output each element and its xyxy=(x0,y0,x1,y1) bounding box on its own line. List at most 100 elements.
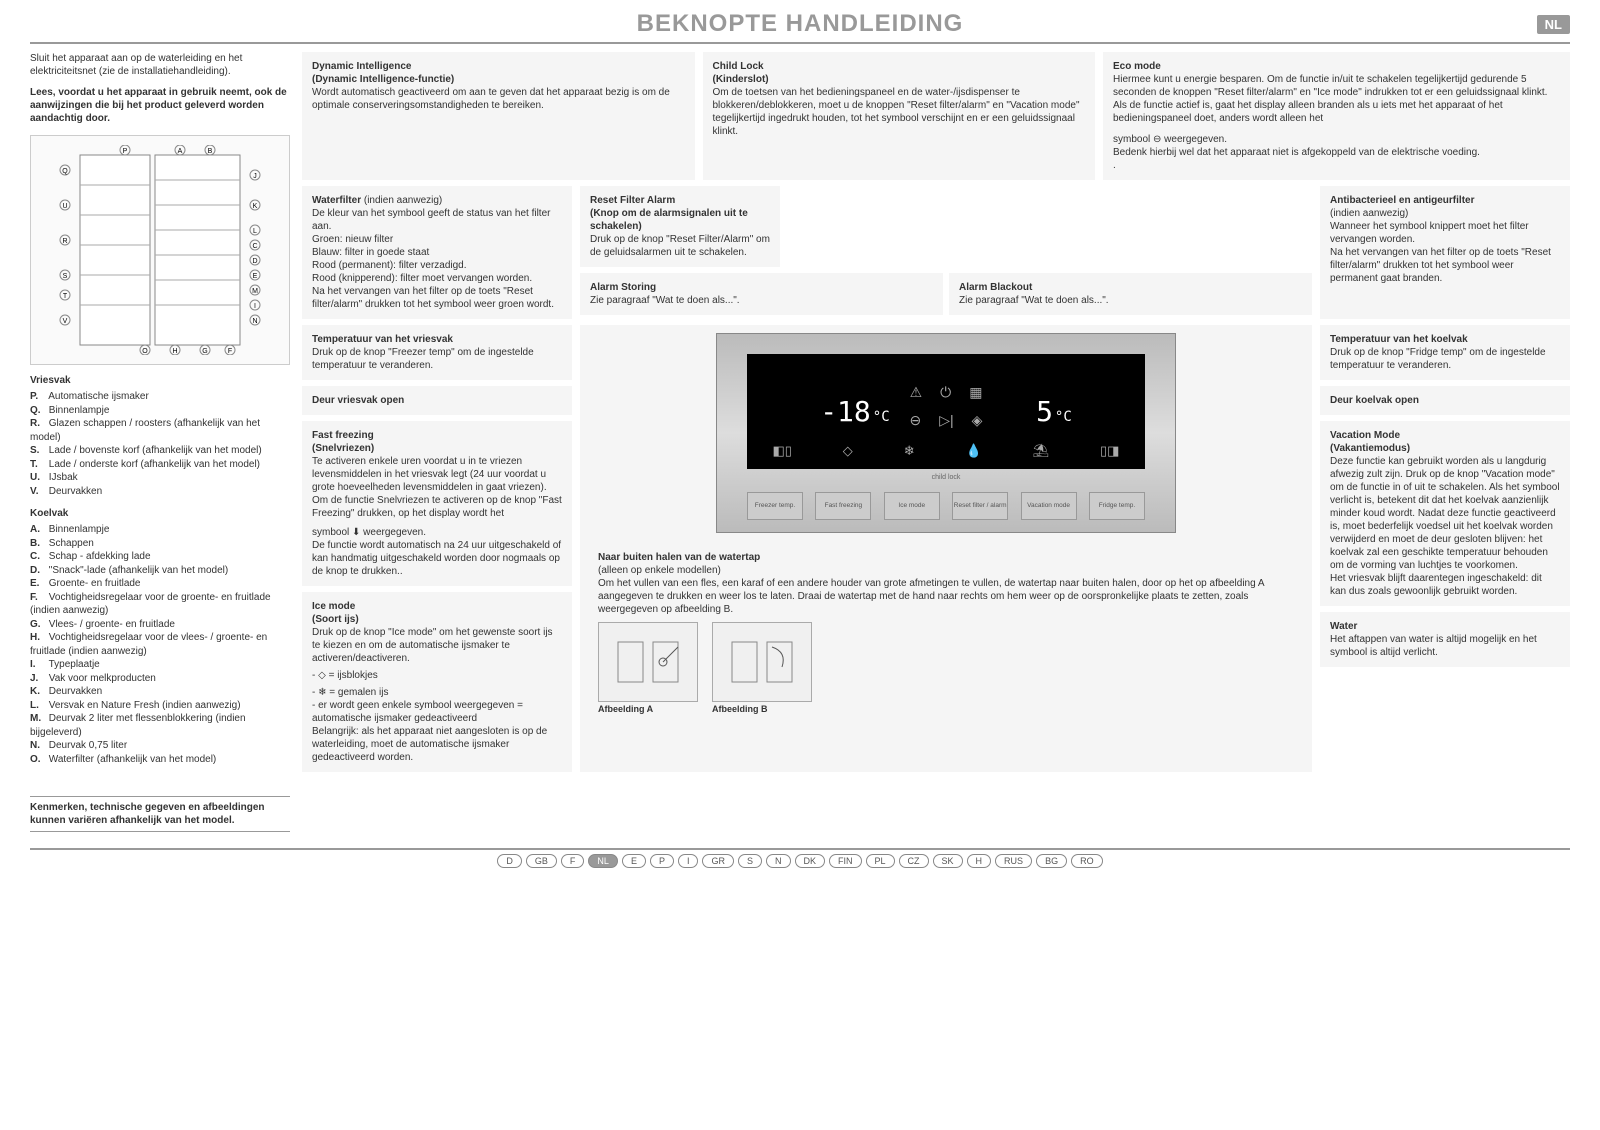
box-note: (indien aanwezig) xyxy=(1330,207,1560,220)
temp-unit: °C xyxy=(873,409,890,425)
box-body: Zie paragraaf "Wat te doen als...". xyxy=(959,294,1302,307)
legend-item: R. Glazen schappen / roosters (afhankeli… xyxy=(30,417,290,444)
svg-text:I: I xyxy=(254,303,256,310)
watertap-image-b xyxy=(712,622,812,702)
watertap-image-a xyxy=(598,622,698,702)
temp-unit: °C xyxy=(1055,409,1072,425)
lang-pill-e: E xyxy=(622,854,646,868)
vacation-icon: ⛱ xyxy=(1033,443,1050,459)
power-icon: ⏻ xyxy=(940,384,951,401)
svg-text:Q: Q xyxy=(62,168,68,175)
panel-button[interactable]: Ice mode xyxy=(884,492,940,520)
box-antibac: Antibacterieel en antigeurfilter (indien… xyxy=(1320,186,1570,319)
svg-text:O: O xyxy=(142,348,148,355)
svg-text:V: V xyxy=(63,318,68,325)
box-title: Alarm Blackout xyxy=(959,281,1302,294)
panel-button[interactable]: Fridge temp. xyxy=(1089,492,1145,520)
box-title: Alarm Storing xyxy=(590,281,933,294)
svg-text:D: D xyxy=(252,258,257,265)
box-alarm-storing: Alarm Storing Zie paragraaf "Wat te doen… xyxy=(580,273,943,315)
box-body: symbool ⊖ weergegeven. xyxy=(1113,133,1560,146)
box-title: Deur vriesvak open xyxy=(312,394,562,407)
box-body: Om de toetsen van het bedieningspaneel e… xyxy=(713,86,1086,138)
eco-icon: ⊖ xyxy=(910,412,922,429)
legend-vriesvak-title: Vriesvak xyxy=(30,375,290,386)
svg-text:N: N xyxy=(252,318,257,325)
svg-text:B: B xyxy=(208,148,213,155)
box-child-lock: Child Lock (Kinderslot) Om de toetsen va… xyxy=(703,52,1096,180)
child-lock-label: child lock xyxy=(932,474,961,481)
lang-pill-cz: CZ xyxy=(899,854,929,868)
box-eco-mode: Eco mode Hiermee kunt u energie besparen… xyxy=(1103,52,1570,180)
box-title: Fast freezing xyxy=(312,429,562,442)
panel-button[interactable]: Fast freezing xyxy=(815,492,871,520)
box-title: Ice mode xyxy=(312,600,562,613)
legend-item: L. Versvak en Nature Fresh (indien aanwe… xyxy=(30,699,290,713)
box-title: Antibacterieel en antigeurfilter xyxy=(1330,194,1560,207)
fridge-icon: Q U R S T V P A B J K L C D E M I xyxy=(50,145,270,355)
fridge-diagram: Q U R S T V P A B J K L C D E M I xyxy=(30,135,290,365)
intro-text-1: Sluit het apparaat aan op de waterleidin… xyxy=(30,52,290,78)
panel-button[interactable]: Reset filter / alarm xyxy=(952,492,1008,520)
page-title: BEKNOPTE HANDLEIDING xyxy=(637,10,964,38)
box-body: Druk op de knop "Fridge temp" om de inge… xyxy=(1330,346,1560,372)
box-body: Bedenk hierbij wel dat het apparaat niet… xyxy=(1113,146,1560,159)
watertap-a-icon xyxy=(608,632,688,692)
box-body: - ❄ = gemalen ijs xyxy=(312,686,562,699)
legend-item: E. Groente- en fruitlade xyxy=(30,577,290,591)
lang-pill-gr: GR xyxy=(702,854,734,868)
lang-pill-n: N xyxy=(766,854,791,868)
image-b-label: Afbeelding B xyxy=(712,704,812,716)
lang-pill-i: I xyxy=(678,854,699,868)
box-title: Temperatuur van het koelvak xyxy=(1330,333,1560,346)
svg-text:S: S xyxy=(63,273,68,280)
panel-button[interactable]: Freezer temp. xyxy=(747,492,803,520)
svg-text:J: J xyxy=(253,173,257,180)
box-waterfilter: Waterfilter (indien aanwezig) De kleur v… xyxy=(302,186,572,319)
panel-button[interactable]: Vacation mode xyxy=(1021,492,1077,520)
left-column: Sluit het apparaat aan op de waterleidin… xyxy=(30,52,290,840)
box-body: . xyxy=(1113,159,1560,172)
lang-pill-gb: GB xyxy=(526,854,557,868)
freezer-temp-value: -18 xyxy=(820,395,871,428)
legend-item: K. Deurvakken xyxy=(30,685,290,699)
box-body: Wanneer het symbool knippert moet het fi… xyxy=(1330,220,1560,285)
legend-item: B. Schappen xyxy=(30,537,290,551)
legend-item: T. Lade / onderste korf (afhankelijk van… xyxy=(30,458,290,472)
box-temp-vriesvak: Temperatuur van het vriesvak Druk op de … xyxy=(302,325,572,380)
box-reset-filter: Reset Filter Alarm (Knop om de alarmsign… xyxy=(580,186,780,267)
legend-item: A. Binnenlampje xyxy=(30,523,290,537)
box-subtitle: (Knop om de alarmsignalen uit te schakel… xyxy=(590,207,770,233)
lang-pill-sk: SK xyxy=(933,854,963,868)
lang-pill-fin: FIN xyxy=(829,854,862,868)
screen-icons: ⚠ ⏻ ▦ xyxy=(910,384,983,401)
box-title: Dynamic Intelligence xyxy=(312,60,685,73)
svg-text:H: H xyxy=(172,348,177,355)
box-title: Vacation Mode xyxy=(1330,429,1560,442)
box-subtitle: (Dynamic Intelligence-functie) xyxy=(312,73,685,86)
svg-text:U: U xyxy=(62,203,67,210)
box-subtitle: (Soort ijs) xyxy=(312,613,562,626)
legend-item: H. Vochtigheidsregelaar voor de vlees- /… xyxy=(30,631,290,658)
box-ice-mode: Ice mode (Soort ijs) Druk op de knop "Ic… xyxy=(302,592,572,772)
svg-text:G: G xyxy=(202,348,207,355)
svg-text:M: M xyxy=(252,288,258,295)
lang-pill-f: F xyxy=(561,854,585,868)
box-title: Eco mode xyxy=(1113,60,1560,73)
box-body: Druk op de knop "Ice mode" om het gewens… xyxy=(312,626,562,665)
control-panel-area: -18 °C ⚠ ⏻ ▦ ⊖ ▷| ◈ xyxy=(580,325,1312,772)
box-title: Naar buiten halen van de watertap xyxy=(598,551,1294,564)
box-subtitle: (Snelvriezen) xyxy=(312,442,562,455)
box-body: Zie paragraaf "Wat te doen als...". xyxy=(590,294,933,307)
language-badge: NL xyxy=(1537,15,1570,34)
intro-text-2: Lees, voordat u het apparaat in gebruik … xyxy=(30,86,290,125)
svg-text:T: T xyxy=(63,293,68,300)
box-dynamic-intelligence: Dynamic Intelligence (Dynamic Intelligen… xyxy=(302,52,695,180)
box-vacation-mode: Vacation Mode (Vakantiemodus) Deze funct… xyxy=(1320,421,1570,606)
bottom-note: Kenmerken, technische gegeven en afbeeld… xyxy=(30,796,290,832)
legend-item: J. Vak voor melkproducten xyxy=(30,672,290,686)
box-title: Waterfilter xyxy=(312,195,361,206)
box-body: De kleur van het symbool geeft de status… xyxy=(312,207,562,311)
legend-item: V. Deurvakken xyxy=(30,485,290,499)
legend-item: G. Vlees- / groente- en fruitlade xyxy=(30,618,290,632)
